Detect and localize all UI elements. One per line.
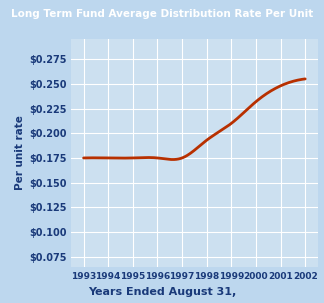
Y-axis label: Per unit rate: Per unit rate [15,115,25,191]
Text: Years Ended August 31,: Years Ended August 31, [88,287,236,297]
Text: Long Term Fund Average Distribution Rate Per Unit: Long Term Fund Average Distribution Rate… [11,8,313,19]
